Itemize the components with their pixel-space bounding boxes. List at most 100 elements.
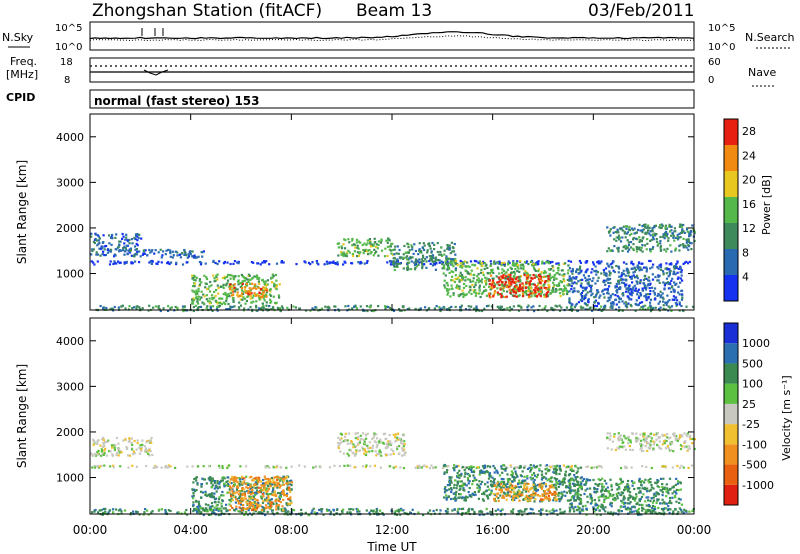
echo-cell — [294, 306, 297, 309]
echo-cell — [533, 283, 536, 286]
echo-cell — [280, 260, 283, 263]
echo-cell — [512, 291, 515, 294]
echo-cell — [632, 262, 635, 266]
echo-cell — [207, 504, 210, 507]
echo-cell — [557, 491, 560, 494]
echo-cell — [372, 510, 375, 513]
echo-cell — [270, 501, 274, 504]
echo-cell — [503, 261, 506, 264]
echo-cell — [134, 237, 137, 241]
echo-cell — [512, 278, 515, 281]
echo-cell — [541, 279, 544, 282]
echo-cell — [394, 261, 397, 265]
echo-cell — [137, 236, 140, 240]
echo-cell — [468, 507, 471, 510]
echo-cell — [677, 276, 680, 279]
echo-cell — [269, 301, 272, 304]
echo-cell — [384, 305, 387, 308]
echo-cell — [396, 436, 399, 439]
echo-cell — [510, 272, 513, 275]
echo-cell — [131, 262, 134, 265]
echo-cell — [666, 268, 669, 271]
echo-cell — [395, 446, 399, 449]
echo-cell — [636, 277, 639, 280]
echo-cell — [533, 268, 536, 271]
echo-cell — [481, 271, 484, 274]
echo-cell — [691, 224, 694, 227]
echo-cell — [483, 466, 486, 469]
echo-cell — [258, 282, 261, 285]
echo-cell — [279, 484, 282, 487]
echo-cell — [621, 249, 624, 252]
echo-cell — [502, 286, 505, 289]
echo-cell — [481, 264, 484, 267]
echo-cell — [619, 297, 622, 300]
echo-cell — [209, 495, 212, 498]
echo-cell — [211, 479, 215, 482]
echo-cell — [558, 292, 562, 295]
echo-cell — [566, 292, 569, 296]
echo-cell — [524, 508, 527, 511]
echo-cell — [463, 294, 466, 297]
echo-cell — [162, 307, 165, 310]
echo-cell — [496, 287, 499, 290]
echo-cell — [682, 223, 685, 227]
echo-cell — [609, 282, 612, 285]
echo-cell — [540, 293, 543, 296]
echo-cell — [630, 298, 633, 301]
echo-cell — [351, 239, 354, 242]
echo-region — [228, 475, 294, 512]
echo-cell — [261, 501, 265, 504]
echo-cell — [440, 260, 443, 263]
echo-cell — [111, 233, 114, 237]
echo-cell — [193, 507, 196, 511]
echo-cell — [584, 294, 587, 297]
echo-cell — [372, 310, 375, 313]
echo-cell — [627, 228, 630, 231]
echo-cell — [276, 465, 279, 468]
echo-cell — [659, 265, 662, 268]
echo-cell — [568, 290, 571, 293]
echo-cell — [349, 511, 352, 514]
echo-cell — [457, 496, 460, 499]
echo-cell — [478, 513, 481, 516]
echo-cell — [216, 306, 219, 309]
echo-cell — [91, 248, 94, 251]
echo-cell — [356, 508, 360, 511]
echo-cell — [200, 290, 203, 293]
echo-cell — [351, 244, 354, 247]
echo-cell — [245, 501, 248, 504]
echo-cell — [255, 287, 258, 290]
echo-cell — [253, 275, 256, 278]
echo-cell — [222, 482, 226, 485]
echo-cell — [181, 305, 185, 308]
echo-cell — [394, 465, 397, 468]
echo-cell — [255, 274, 259, 277]
echo-cell — [165, 464, 168, 468]
echo-cell — [396, 265, 399, 268]
echo-region — [442, 259, 571, 299]
echo-cell — [277, 506, 280, 509]
echo-cell — [599, 465, 602, 468]
echo-cell — [513, 272, 516, 275]
echo-cell — [612, 226, 615, 229]
echo-cell — [617, 246, 620, 249]
echo-cell — [668, 223, 671, 226]
echo-cell — [125, 233, 128, 236]
echo-cell — [339, 441, 342, 444]
echo-cell — [579, 284, 582, 287]
echo-cell — [660, 248, 663, 251]
echo-cell — [230, 285, 233, 288]
echo-cell — [372, 436, 375, 439]
echo-cell — [273, 485, 276, 488]
echo-cell — [512, 281, 515, 284]
echo-cell — [519, 280, 522, 283]
echo-cell — [459, 306, 462, 309]
echo-cell — [143, 250, 146, 253]
echo-cell — [685, 246, 688, 249]
echo-cell — [559, 508, 562, 511]
echo-cell — [598, 509, 601, 512]
echo-cell — [553, 276, 556, 279]
echo-cell — [268, 305, 271, 308]
echo-cell — [479, 271, 482, 274]
